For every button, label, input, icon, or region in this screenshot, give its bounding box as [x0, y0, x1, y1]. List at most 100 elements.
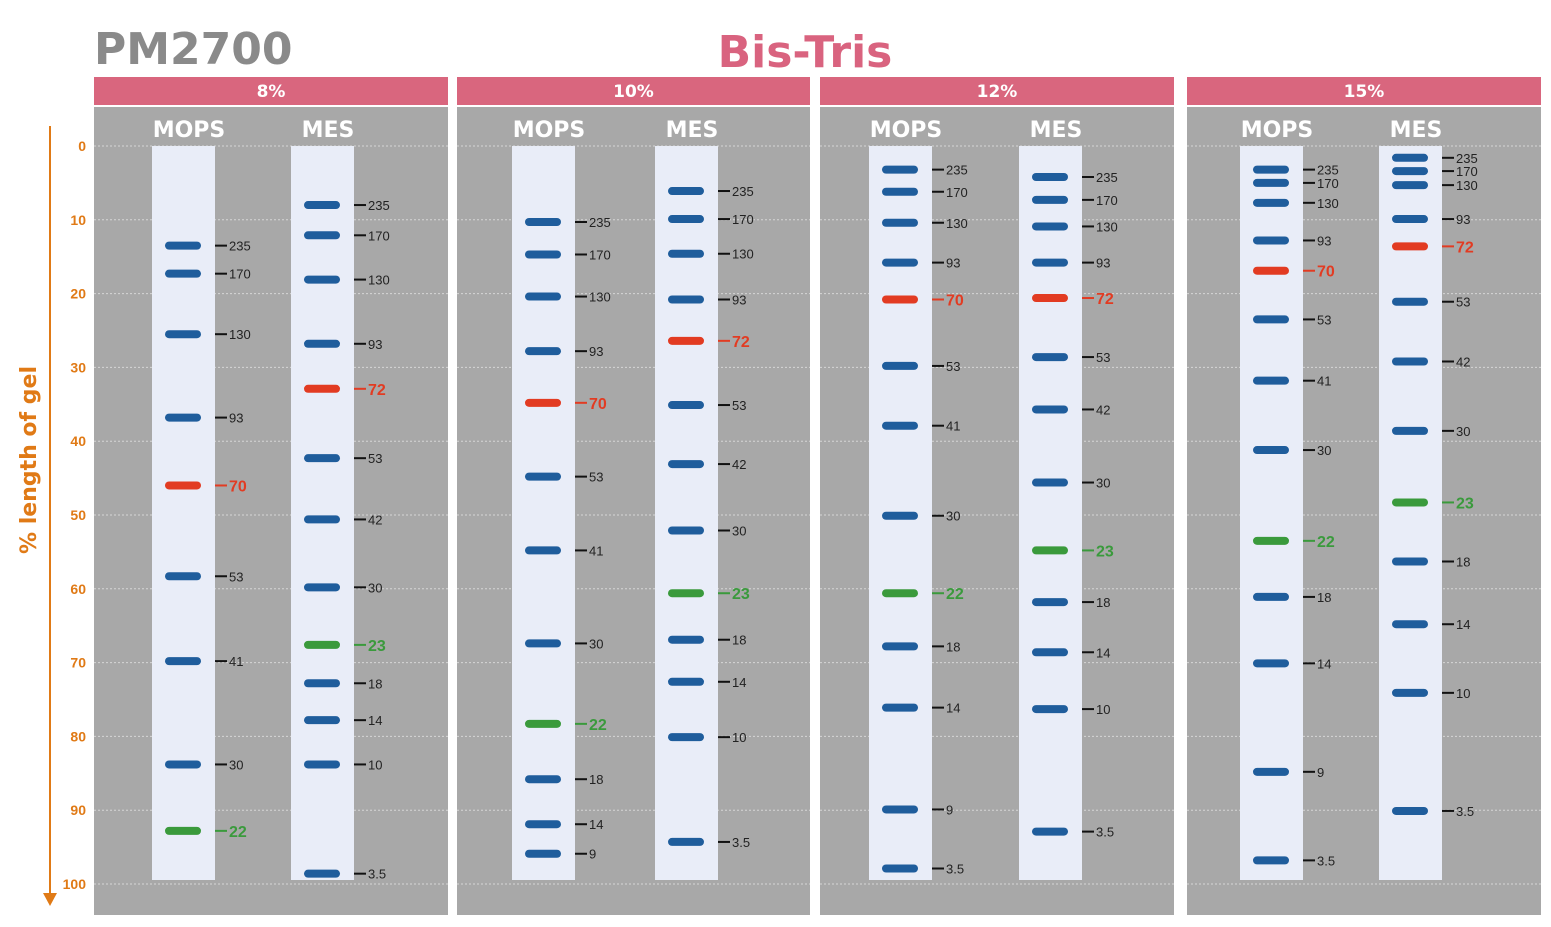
- gel-header-bar: [820, 77, 1174, 105]
- band-label: 93: [1456, 212, 1470, 227]
- band-235: [1032, 172, 1068, 181]
- band-10: [1032, 705, 1068, 714]
- band-label: 3.5: [946, 862, 964, 877]
- band-label: 41: [229, 654, 243, 669]
- band-22: [1253, 536, 1289, 545]
- band-23: [1392, 498, 1428, 507]
- band-label: 130: [589, 290, 611, 305]
- gel-header-bar: [1187, 77, 1541, 105]
- band-30: [304, 583, 340, 592]
- band-14: [1392, 620, 1428, 629]
- band-93: [882, 258, 918, 267]
- band-41: [1253, 376, 1289, 385]
- lane-label-mops: MOPS: [513, 118, 586, 143]
- band-30: [882, 511, 918, 520]
- band-label: 170: [589, 247, 611, 262]
- band-72: [668, 336, 704, 345]
- band-label: 3.5: [368, 867, 386, 882]
- band-130: [525, 292, 561, 301]
- band-label: 53: [368, 451, 382, 466]
- band-72: [1392, 242, 1428, 251]
- band-10: [304, 760, 340, 769]
- band-9: [525, 849, 561, 858]
- band-label: 170: [946, 185, 968, 200]
- band-label: 22: [946, 586, 964, 603]
- y-tick-label: 60: [70, 581, 86, 597]
- band-9: [882, 805, 918, 814]
- band-170: [304, 231, 340, 240]
- band-label: 170: [732, 212, 754, 227]
- y-tick-label: 100: [63, 876, 87, 892]
- gel-header-label: 12%: [977, 82, 1018, 102]
- band-label: 53: [732, 398, 746, 413]
- band-10: [668, 733, 704, 742]
- band-label: 130: [368, 273, 390, 288]
- band-41: [525, 546, 561, 555]
- band-170: [1392, 167, 1428, 176]
- lane-strip: [1019, 146, 1082, 880]
- band-label: 10: [1456, 686, 1470, 701]
- band-label: 23: [1456, 495, 1474, 512]
- band-18: [1253, 592, 1289, 601]
- band-42: [304, 515, 340, 524]
- band-93: [304, 339, 340, 348]
- band-label: 130: [229, 327, 251, 342]
- band-9: [1253, 767, 1289, 776]
- y-tick-label: 40: [70, 433, 86, 449]
- gel-panels: 8%MOPS235170130937053413022MES2351701309…: [94, 77, 1541, 915]
- band-235: [1253, 165, 1289, 174]
- band-130: [1253, 198, 1289, 207]
- band-label: 14: [732, 675, 746, 690]
- band-18: [1032, 598, 1068, 607]
- band-label: 10: [368, 757, 382, 772]
- band-label: 14: [1317, 656, 1331, 671]
- band-label: 70: [589, 396, 607, 413]
- band-235: [1392, 153, 1428, 162]
- band-53: [1253, 315, 1289, 324]
- band-label: 18: [946, 639, 960, 654]
- band-18: [304, 679, 340, 688]
- band-label: 22: [589, 717, 607, 734]
- band-label: 170: [229, 267, 251, 282]
- band-18: [1392, 557, 1428, 566]
- band-53: [165, 572, 201, 581]
- y-tick-label: 80: [70, 728, 86, 744]
- band-3.5: [1253, 856, 1289, 865]
- band-label: 93: [589, 344, 603, 359]
- gel-header-bar: [457, 77, 810, 105]
- band-18: [525, 775, 561, 784]
- lane-label-mops: MOPS: [870, 118, 943, 143]
- band-label: 53: [229, 569, 243, 584]
- lane-strip: [655, 146, 718, 880]
- band-30: [1032, 478, 1068, 487]
- band-42: [1032, 405, 1068, 414]
- band-72: [1032, 294, 1068, 303]
- band-93: [165, 413, 201, 422]
- band-label: 53: [589, 470, 603, 485]
- y-axis-arrow: [43, 893, 57, 906]
- band-130: [1392, 181, 1428, 190]
- lane-strip: [152, 146, 215, 880]
- band-70: [1253, 266, 1289, 275]
- band-label: 14: [589, 817, 603, 832]
- band-label: 18: [732, 633, 746, 648]
- band-93: [525, 347, 561, 356]
- y-tick-label: 30: [70, 359, 86, 375]
- band-170: [525, 250, 561, 259]
- y-tick-label: 0: [78, 138, 86, 154]
- band-30: [165, 760, 201, 769]
- band-label: 23: [368, 638, 386, 655]
- band-label: 14: [1096, 645, 1110, 660]
- band-label: 72: [1096, 291, 1114, 308]
- y-tick-label: 20: [70, 286, 86, 302]
- lane-label-mes: MES: [1030, 118, 1083, 143]
- band-3.5: [1392, 806, 1428, 815]
- band-label: 130: [1456, 178, 1478, 193]
- band-41: [882, 421, 918, 430]
- band-label: 18: [1096, 595, 1110, 610]
- band-93: [668, 295, 704, 304]
- band-label: 130: [1317, 196, 1339, 211]
- band-label: 130: [732, 247, 754, 262]
- band-93: [1392, 215, 1428, 224]
- band-53: [1392, 297, 1428, 306]
